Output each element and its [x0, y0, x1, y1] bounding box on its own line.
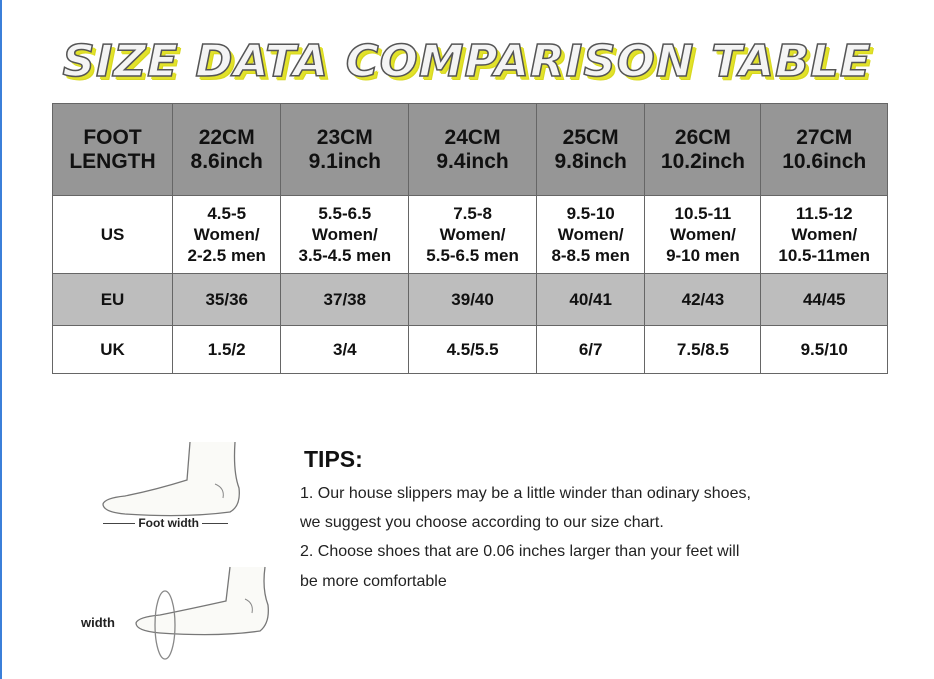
table-cell: 35/36: [171, 273, 282, 326]
table-cell: 3/4: [280, 325, 410, 374]
table-cell: 11.5-12 Women/10.5-11men: [760, 195, 888, 274]
row-label-foot-length: FOOT LENGTH: [52, 103, 173, 196]
row-label-us: US: [52, 195, 173, 274]
table-cell: 37/38: [280, 273, 410, 326]
table-cell: 24CM 9.4inch: [408, 103, 537, 196]
table-row-foot-length: FOOT LENGTH 22CM 8.6inch 23CM 9.1inch 24CM 9…: [52, 103, 888, 196]
table-cell: 42/43: [644, 273, 762, 326]
table-cell: 10.5-11 Women/9-10 men: [644, 195, 762, 274]
page-title: SIZE DATA COMPARISON TABLE: [62, 35, 872, 88]
table-cell: 4.5-5 Women/2-2.5 men: [171, 195, 282, 274]
table-cell: 26CM 10.2inch: [644, 103, 762, 196]
page-edge: [0, 0, 2, 679]
table-row-us: US 4.5-5 Women/2-2.5 men 5.5-6.5 Women/3.5…: [52, 195, 888, 274]
tips-heading: TIPS:: [304, 446, 363, 472]
table-cell: 5.5-6.5 Women/3.5-4.5 men: [280, 195, 410, 274]
table-cell: 22CM 8.6inch: [171, 103, 282, 196]
foot-width-loop-icon: [135, 566, 269, 660]
width-label: width: [81, 615, 115, 630]
table-cell: 23CM 9.1inch: [280, 103, 410, 196]
table-cell: 27CM 10.6inch: [760, 103, 888, 196]
tip-line: 2. Choose shoes that are 0.06 inches lar…: [300, 543, 740, 560]
table-cell: 25CM 9.8inch: [535, 103, 646, 196]
foot-side-icon: [102, 441, 240, 517]
table-cell: 44/45: [760, 273, 888, 326]
row-label-eu: EU: [52, 273, 173, 326]
table-cell: 9.5/10: [760, 325, 888, 374]
table-cell: 1.5/2: [171, 325, 282, 374]
table-cell: 7.5/8.5: [644, 325, 762, 374]
tip-line: 1. Our house slippers may be a little wi…: [300, 485, 751, 502]
tip-line: be more comfortable: [300, 573, 447, 590]
table-cell: 9.5-10 Women/8-8.5 men: [535, 195, 646, 274]
size-table: FOOT LENGTH 22CM 8.6inch 23CM 9.1inch 24CM 9…: [52, 103, 888, 374]
table-cell: 6/7: [535, 325, 646, 374]
table-row-uk: UK 1.5/2 3/4 4.5/5.5 6/7 7.5/8.5 9.5/10: [52, 325, 888, 374]
table-row-eu: EU 35/36 37/38 39/40 40/41 42/43 44/45: [52, 273, 888, 326]
foot-width-measure: Foot width: [103, 516, 229, 530]
tip-line: we suggest you choose according to our s…: [300, 514, 664, 531]
row-label-uk: UK: [52, 325, 173, 374]
table-cell: 4.5/5.5: [408, 325, 537, 374]
table-cell: 39/40: [408, 273, 537, 326]
table-cell: 40/41: [535, 273, 646, 326]
table-cell: 7.5-8 Women/5.5-6.5 men: [408, 195, 537, 274]
